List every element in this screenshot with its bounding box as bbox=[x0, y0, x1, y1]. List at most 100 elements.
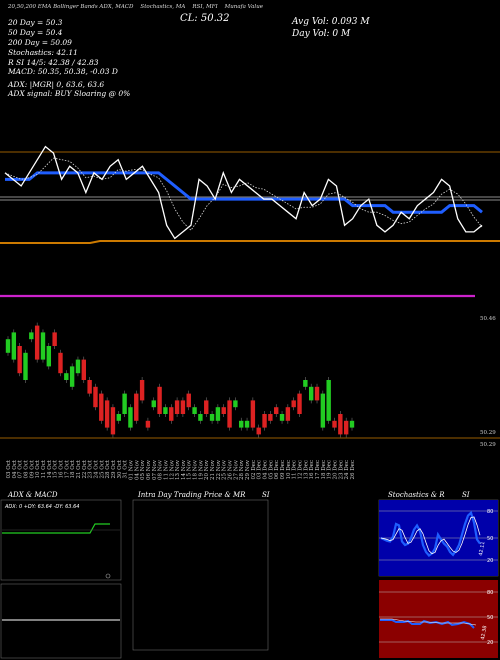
price-axis-bottom-label-1: 50.29 bbox=[480, 430, 496, 436]
candle-body bbox=[34, 325, 40, 360]
date-tick-label: 25 Nov bbox=[222, 459, 228, 480]
rsi-level-20: 20 bbox=[487, 640, 493, 646]
stoch-level-20: 20 bbox=[487, 558, 493, 564]
rsi-level-80: 80 bbox=[487, 590, 493, 596]
date-tick-label: 22 Nov bbox=[216, 459, 222, 480]
date-axis: 03 Oct 04 Oct 07 Oct 08 Oct 09 Oct 10 Oct 11 O… bbox=[6, 459, 356, 480]
candle-body bbox=[5, 339, 11, 353]
macd-panel-frame bbox=[0, 583, 122, 659]
candle-body bbox=[180, 400, 186, 414]
date-tick-label: 23 Dec bbox=[338, 460, 344, 480]
candle-body bbox=[128, 407, 133, 428]
date-tick-label: 05 Nov bbox=[140, 459, 146, 480]
date-tick-label: 02 Dec bbox=[251, 460, 257, 480]
candle-body bbox=[145, 420, 151, 428]
candle-body bbox=[169, 407, 174, 421]
date-tick-label: 17 Dec bbox=[315, 460, 321, 480]
date-tick-label: 13 Dec bbox=[303, 460, 309, 480]
candle-body bbox=[23, 352, 28, 380]
ma200-label: 200 Day = 50.09 bbox=[8, 38, 72, 47]
series-labels: 20,50,200 EMA Bollinger Bands ADX, MACD … bbox=[8, 4, 263, 10]
date-tick-label: 21 Oct bbox=[76, 459, 82, 478]
stoch-k-line bbox=[380, 510, 481, 557]
date-tick-label: 06 Nov bbox=[146, 459, 152, 480]
candle-body bbox=[174, 400, 180, 414]
price-line bbox=[4, 145, 483, 240]
intra-panel-frame bbox=[132, 499, 269, 651]
ma-dotted-line bbox=[4, 157, 483, 231]
candle-body bbox=[52, 332, 57, 346]
date-tick-label: 10 Dec bbox=[286, 460, 292, 480]
ma50-label: 50 Day = 50.4 bbox=[8, 28, 63, 37]
date-tick-label: 03 Oct bbox=[6, 459, 12, 478]
candle-body bbox=[134, 393, 139, 421]
date-tick-label: 30 Oct bbox=[117, 459, 123, 478]
day-vol-label: Day Vol: 0 M bbox=[292, 29, 351, 39]
candle-body bbox=[262, 414, 267, 428]
candle-body bbox=[332, 420, 337, 428]
candle-body bbox=[151, 400, 156, 408]
adx-label: ADX: |MGR| 0, 63.6, 63.6 bbox=[8, 80, 105, 89]
date-tick-label: 19 Nov bbox=[198, 459, 204, 480]
date-tick-label: 14 Nov bbox=[181, 459, 187, 480]
ema-line bbox=[5, 171, 483, 214]
date-tick-label: 08 Oct bbox=[23, 459, 29, 478]
price-axis-top-label: 50.46 bbox=[480, 316, 496, 322]
date-tick-label: 04 Oct bbox=[12, 459, 18, 478]
adx-panel-title: ADX & MACD bbox=[8, 491, 58, 499]
candle-body bbox=[209, 414, 215, 421]
close-label: CL: 50.32 bbox=[180, 13, 230, 24]
candle-body bbox=[122, 393, 127, 414]
date-tick-label: 12 Dec bbox=[298, 460, 304, 480]
date-tick-label: 04 Dec bbox=[263, 460, 269, 480]
candle-body bbox=[11, 332, 17, 360]
date-tick-label: 26 Nov bbox=[228, 459, 234, 480]
date-tick-label: 03 Dec bbox=[257, 460, 263, 480]
adx-signal-label: ADX signal: BUY Sloaring @ 0% bbox=[8, 89, 131, 98]
candle-body bbox=[297, 393, 302, 414]
stochastics-label: Stochastics: 42.11 bbox=[8, 48, 78, 57]
candle-body bbox=[104, 400, 110, 428]
candle-body bbox=[274, 407, 279, 414]
intra-si-label: SI bbox=[262, 491, 270, 499]
date-tick-label: 15 Nov bbox=[187, 459, 193, 480]
date-tick-label: 16 Oct bbox=[58, 459, 64, 478]
price-panel bbox=[0, 145, 500, 298]
candle-body bbox=[17, 346, 22, 374]
candle-body bbox=[116, 414, 121, 421]
candle-body bbox=[204, 400, 209, 414]
date-tick-label: 14 Oct bbox=[47, 459, 53, 478]
date-tick-label: 08 Nov bbox=[158, 459, 164, 480]
adx-panel-frame bbox=[0, 499, 122, 581]
candle-body bbox=[46, 346, 52, 367]
lower-band-line bbox=[0, 240, 500, 244]
stoch-panel-title: Stochastics & R bbox=[388, 491, 445, 499]
stoch-value-label: 42.11 bbox=[478, 541, 486, 556]
date-tick-label: 04 Nov bbox=[134, 459, 140, 480]
date-tick-label: 11 Oct bbox=[41, 459, 47, 478]
date-tick-label: 22 Oct bbox=[82, 459, 88, 478]
stoch-level-80: 80 bbox=[487, 509, 493, 515]
price-axis-bottom-label-2: 50.29 bbox=[480, 442, 496, 448]
candle-body bbox=[93, 386, 98, 408]
candle-body bbox=[244, 420, 250, 428]
adx-readout: ADX: 0 +DY: 63.64 -DY: 63.64 bbox=[4, 504, 79, 510]
date-tick-label: 25 Oct bbox=[99, 459, 105, 478]
candle-body bbox=[320, 393, 326, 428]
rsi-panel-bg bbox=[379, 580, 498, 658]
date-tick-label: 05 Dec bbox=[268, 460, 274, 480]
candle-body bbox=[40, 332, 46, 360]
candle-body bbox=[343, 420, 349, 435]
date-tick-label: 11 Dec bbox=[292, 460, 298, 480]
candle-body bbox=[227, 400, 232, 428]
date-tick-label: 21 Nov bbox=[210, 459, 216, 480]
date-tick-label: 20 Dec bbox=[333, 460, 339, 480]
date-tick-label: 26 Dec bbox=[350, 460, 356, 480]
candle-panel bbox=[0, 322, 500, 439]
date-tick-label: 24 Oct bbox=[93, 459, 99, 478]
date-tick-label: 28 Nov bbox=[239, 459, 245, 480]
candle-body bbox=[192, 407, 197, 414]
si-label: R SI 14/5: 42.38 / 42.83 bbox=[8, 58, 99, 67]
candle-body bbox=[157, 386, 162, 414]
candle-body bbox=[215, 407, 221, 421]
